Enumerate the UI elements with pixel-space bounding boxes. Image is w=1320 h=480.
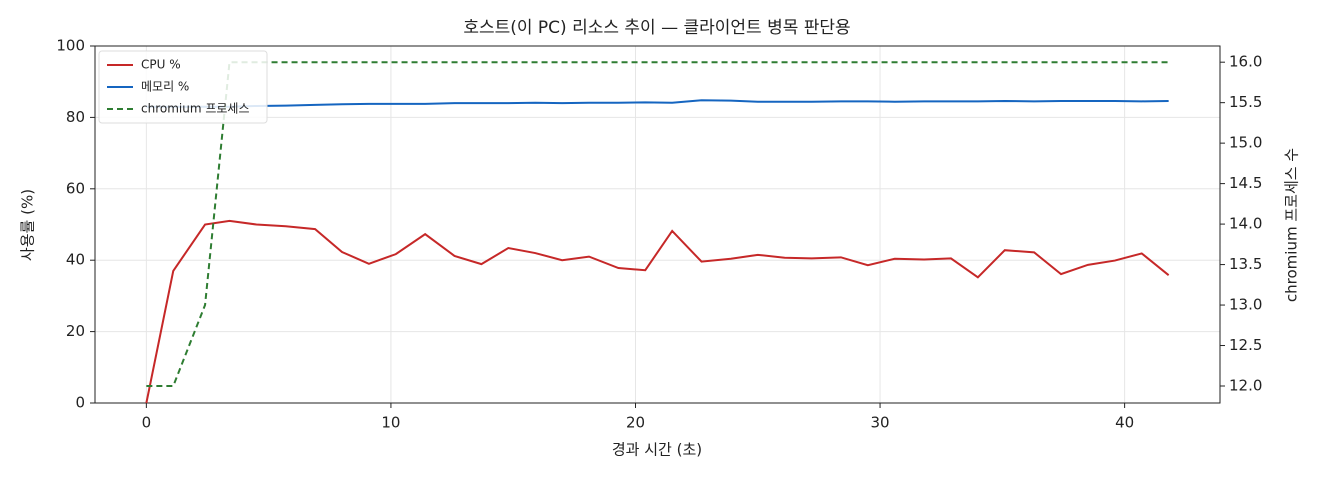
y-tick-label: 60 [66,179,85,197]
y2-tick-label: 15.0 [1229,134,1262,152]
legend-box [98,50,268,124]
x-tick-label: 0 [142,414,152,432]
legend-label: chromium 프로세스 [141,102,250,116]
series-line [146,61,1169,387]
x-tick-label: 20 [626,414,645,432]
series-line [146,99,1169,108]
y2-tick-label: 12.5 [1229,336,1262,354]
x-tick-label: 10 [381,414,400,432]
y2-axis-label: chromium 프로세스 수 [1283,148,1301,302]
y-tick-label: 100 [56,37,85,55]
y2-tick-label: 16.0 [1229,53,1262,71]
x-axis-label: 경과 시간 (초) [612,441,702,459]
chart-title: 호스트(이 PC) 리소스 추이 — 클라이언트 병목 판단용 [463,18,850,38]
x-tick-label: 30 [871,414,890,432]
series-line [145,219,1170,404]
y2-tick-label: 14.0 [1229,215,1262,233]
y2-tick-label: 13.5 [1229,255,1262,273]
y2-tick-label: 13.0 [1229,296,1262,314]
legend-label: CPU % [141,58,181,72]
y-axis-label: 사용률 (%) [19,189,37,261]
legend-label: 메모리 % [141,80,189,94]
plot-frame [94,45,1221,404]
y2-tick-label: 12.0 [1229,377,1262,395]
x-tick-label: 40 [1115,414,1134,432]
y-tick-label: 40 [66,251,85,269]
y2-tick-label: 15.5 [1229,93,1262,111]
y-tick-label: 20 [66,322,85,340]
y-tick-label: 0 [75,394,85,412]
y-tick-label: 80 [66,108,85,126]
y2-tick-label: 14.5 [1229,174,1262,192]
